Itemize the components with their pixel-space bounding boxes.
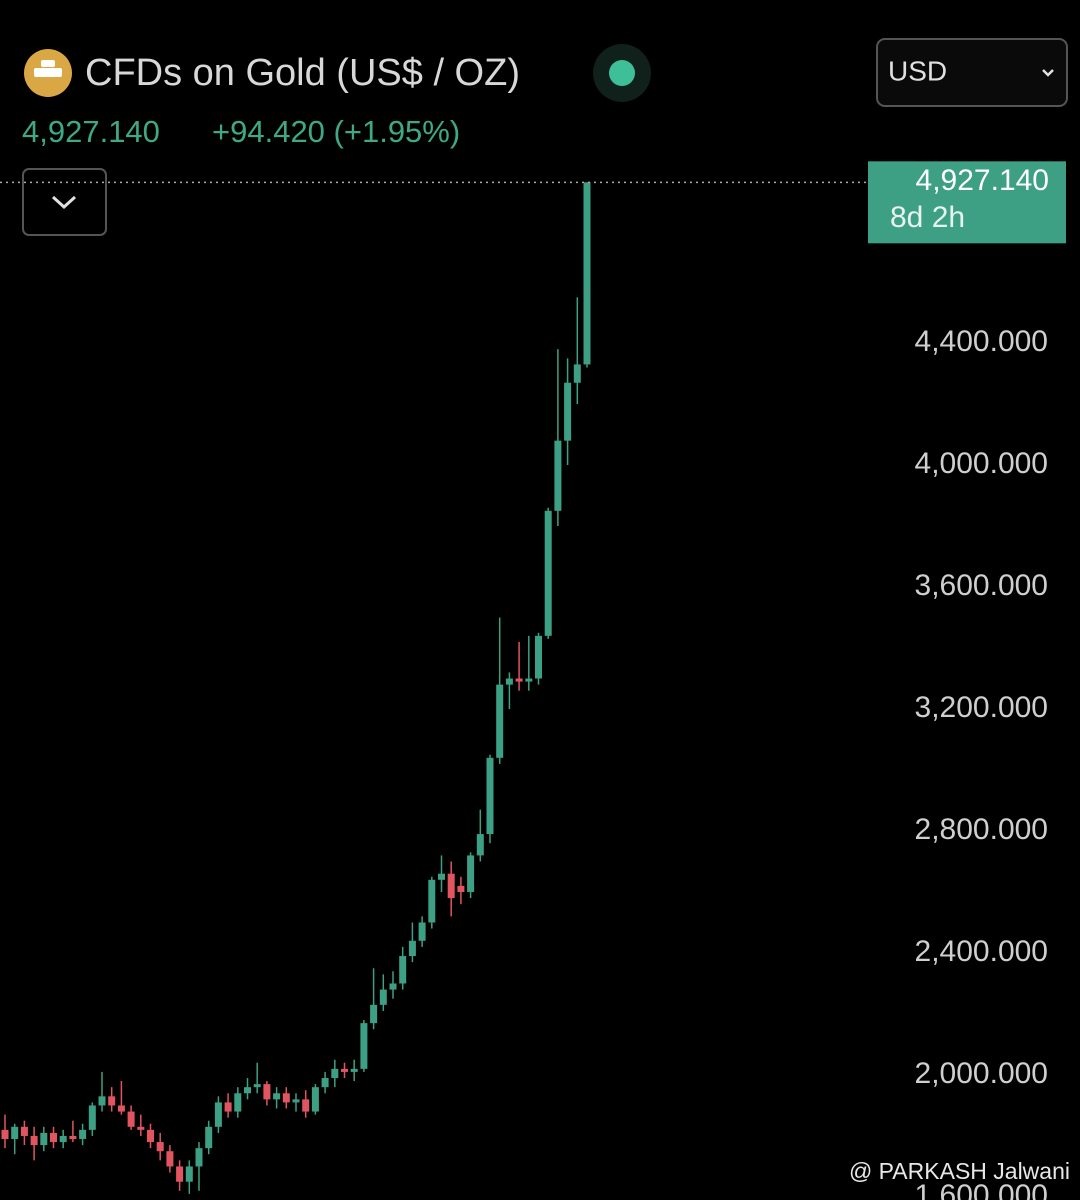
- candle-body: [50, 1132, 57, 1143]
- candle-body: [88, 1105, 96, 1130]
- candle-body: [214, 1102, 222, 1127]
- candle-body: [127, 1111, 135, 1127]
- candle-body: [331, 1068, 339, 1079]
- y-tick-label: 2,000.000: [915, 1057, 1048, 1090]
- gold-bar: [41, 60, 55, 67]
- candle-body: [467, 855, 475, 892]
- candle-body: [438, 873, 445, 880]
- candle-body: [30, 1135, 38, 1146]
- title: CFDs on Gold (US$ / OZ): [85, 52, 520, 94]
- candle-body: [273, 1093, 281, 1100]
- candle-body: [341, 1068, 348, 1072]
- candle-body: [117, 1105, 125, 1112]
- candle-body: [379, 989, 387, 1005]
- candle-body: [282, 1093, 290, 1103]
- candle-body: [515, 678, 523, 682]
- candle-body: [137, 1126, 145, 1130]
- candle-body: [408, 940, 416, 957]
- dropdown-arrow: [1042, 69, 1054, 77]
- candle-body: [59, 1135, 67, 1143]
- candle-body: [205, 1126, 213, 1149]
- currency-select[interactable]: [876, 38, 1068, 107]
- watermark: @ PARKASH Jalwani: [849, 1158, 1070, 1184]
- candle-body: [321, 1078, 329, 1088]
- y-tick-label: 4,000.000: [915, 447, 1048, 480]
- candle-body: [457, 885, 465, 892]
- y-tick-label: 1,600.000: [915, 1179, 1048, 1200]
- candle-body: [147, 1129, 154, 1143]
- candle-body: [544, 510, 552, 636]
- candle-body: [20, 1126, 28, 1136]
- candle-body: [69, 1135, 77, 1140]
- candle-body: [476, 834, 484, 856]
- candle-body: [389, 983, 397, 990]
- candle-body: [370, 1004, 378, 1024]
- candle-body: [166, 1151, 174, 1167]
- candle-body: [554, 440, 562, 511]
- candle-body: [263, 1084, 271, 1100]
- y-tick-label: 3,600.000: [915, 569, 1048, 602]
- countdown: 8d 2h: [890, 201, 965, 234]
- gold-bar: [34, 68, 62, 77]
- overlay: 4,927.140 8d 2h: [0, 161, 1066, 244]
- currency: USD: [888, 55, 947, 86]
- y-tick-label: 3,200.000: [915, 691, 1048, 724]
- candle-body: [98, 1096, 106, 1106]
- candle-body: [156, 1142, 164, 1152]
- candle-body: [302, 1099, 310, 1112]
- candle-body: [185, 1166, 193, 1182]
- candle-body: [108, 1096, 116, 1106]
- candle-body: [350, 1068, 358, 1072]
- candle-body: [583, 182, 591, 365]
- candle-body: [447, 873, 455, 899]
- plot: 1,600.000 2,000.000 2,400.000 2,800.000 3,20…: [1, 182, 1048, 1200]
- last-price-box: [868, 161, 1066, 244]
- candle-body: [573, 364, 581, 383]
- y-tick-label: 2,800.000: [915, 813, 1048, 846]
- last-price-label: 4,927.140: [916, 164, 1049, 197]
- y-tick-label: 2,400.000: [915, 935, 1048, 968]
- candle-body: [505, 678, 513, 685]
- candle-body: [486, 757, 494, 835]
- candle-body: [418, 922, 426, 941]
- candle-body: [428, 879, 436, 923]
- chevron: [51, 195, 77, 210]
- candle-body: [224, 1102, 232, 1112]
- price: 4,927.140: [22, 114, 160, 149]
- candle-body: [564, 382, 572, 441]
- candle-body: [176, 1166, 184, 1182]
- candle-body: [292, 1099, 300, 1103]
- candle-body: [525, 678, 533, 682]
- candle-body: [253, 1084, 261, 1088]
- price-change: +94.420 (+1.95%): [212, 114, 460, 149]
- candle-body: [535, 635, 542, 679]
- candle-body: [1, 1129, 9, 1140]
- candle-body: [244, 1087, 251, 1094]
- candle-body: [360, 1023, 368, 1069]
- candle-body: [40, 1132, 48, 1146]
- candle-body: [311, 1087, 319, 1112]
- candle-body: [11, 1126, 19, 1140]
- candle-body: [399, 956, 407, 984]
- status-dot: [609, 60, 635, 86]
- y-tick-label: 4,400.000: [915, 325, 1048, 358]
- candle-body: [234, 1093, 242, 1112]
- candle-body: [195, 1148, 203, 1167]
- candle-body: [496, 684, 504, 758]
- candle-body: [79, 1129, 87, 1140]
- collapse-button[interactable]: [22, 168, 107, 236]
